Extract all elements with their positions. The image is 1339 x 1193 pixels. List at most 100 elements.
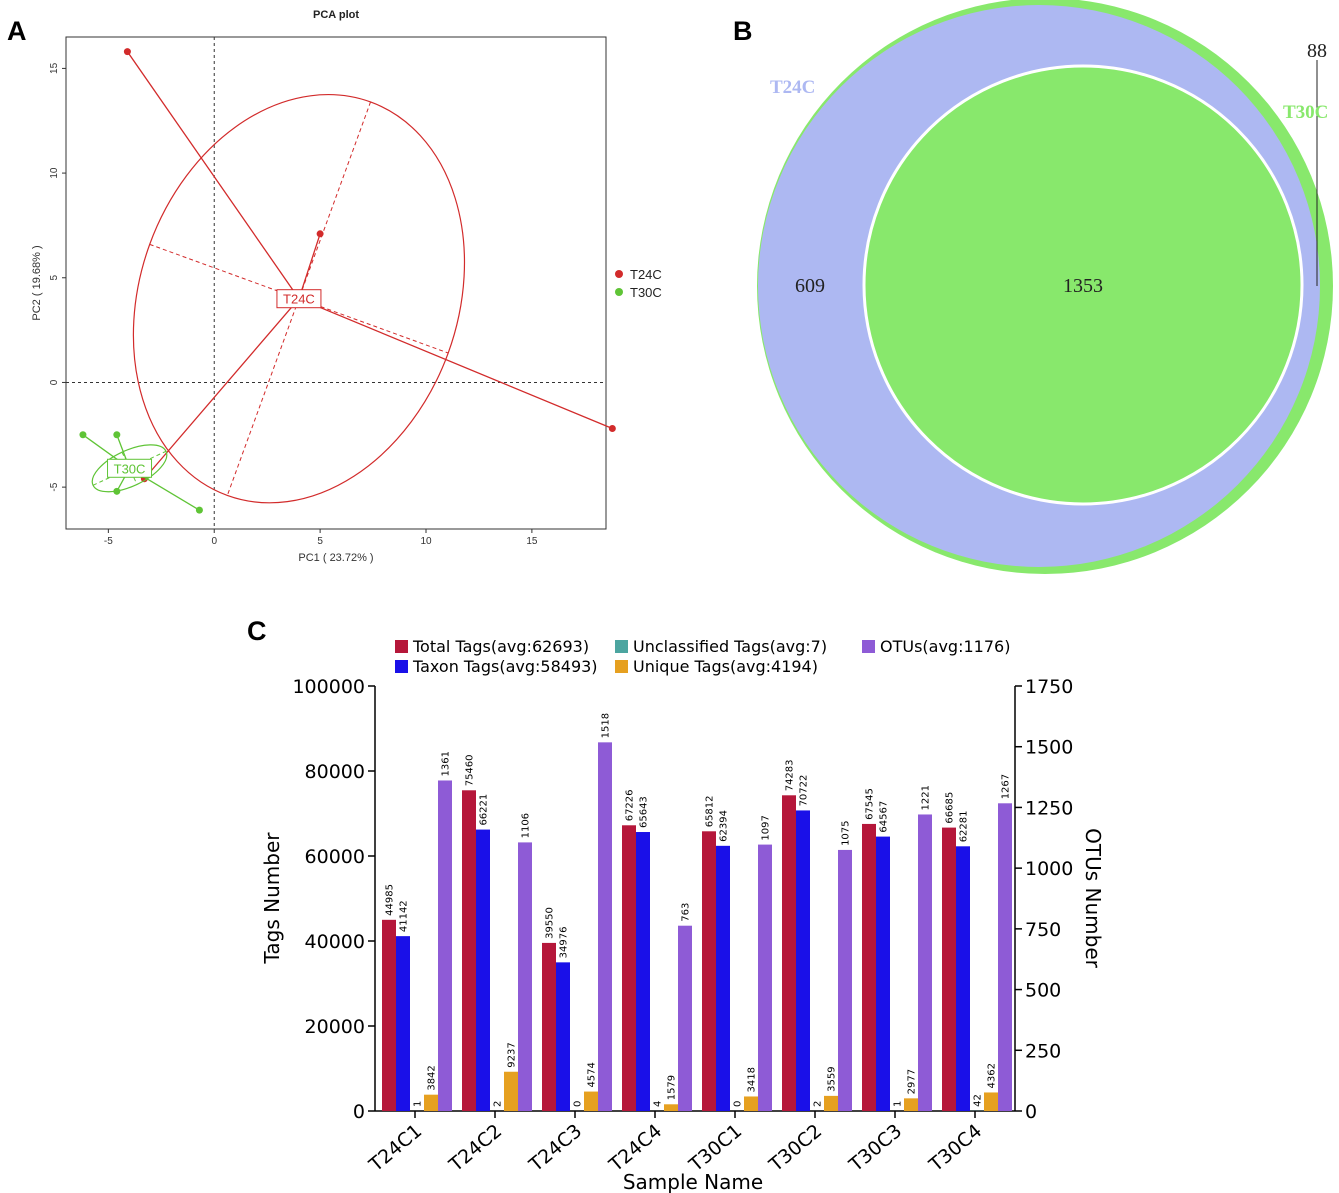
bar-value-label: 763 (681, 903, 692, 922)
pca-y-tick-label: 0 (49, 379, 60, 385)
bar-value-label: 2 (813, 1101, 824, 1107)
bar-value-label: 39550 (545, 907, 556, 939)
bar (862, 823, 876, 1111)
venn-label-t30c: T30C (1283, 102, 1328, 123)
bar (956, 846, 970, 1111)
pca-spoke-line (143, 298, 300, 480)
pca-point (113, 487, 121, 495)
bar-value-label: 41142 (399, 900, 410, 932)
pca-point (79, 431, 87, 439)
bar (542, 942, 556, 1111)
bar-value-label: 67545 (865, 788, 876, 820)
bar-value-label: 34976 (559, 927, 570, 959)
bar (598, 742, 612, 1111)
bar-y2-tick-label: 250 (1025, 1040, 1061, 1062)
venn-count-t24c-only: 609 (795, 275, 825, 297)
pca-y-tick-label: 15 (49, 62, 60, 74)
pca-x-tick-label: 0 (211, 536, 217, 547)
pca-y-tick-label: 5 (49, 275, 60, 281)
bar-value-label: 1518 (601, 713, 612, 738)
bar-value-label: 1221 (921, 785, 932, 810)
bar (838, 849, 852, 1111)
bar-value-label: 62394 (719, 810, 730, 842)
bar-value-label: 66221 (479, 794, 490, 826)
bar (382, 919, 396, 1111)
pca-spoke-line (298, 298, 613, 430)
bar (556, 962, 570, 1111)
bar-y-ticks-right: 0 250 500 750 1000 1250 1500 1750 (1015, 676, 1073, 1123)
bar (918, 814, 932, 1111)
pca-centroid-label: T30C (114, 461, 146, 476)
bar-x-ticks: T24C1 T24C2 T24C3 T24C4 T30C1 T30C2 T30C3 T30C4 (364, 1111, 986, 1177)
bar-value-label: 1097 (761, 815, 772, 840)
bar (782, 795, 796, 1111)
bar-legend-swatch (615, 640, 628, 653)
bar (744, 1096, 758, 1111)
bar-value-label: 67226 (625, 789, 636, 821)
bar-value-label: 4 (653, 1101, 664, 1107)
bar-x-tick-label: T24C4 (604, 1120, 666, 1177)
bar (584, 1091, 598, 1111)
bar-legend-swatch (395, 640, 408, 653)
pca-legend-label: T24C (630, 267, 662, 282)
bar-x-tick-label: T30C4 (924, 1120, 986, 1177)
pca-point (608, 425, 616, 433)
bar (796, 810, 810, 1111)
bar-value-label: 62281 (959, 810, 970, 842)
venn-label-t24c: T24C (770, 77, 815, 98)
pca-group-t24c: T24C (123, 48, 616, 504)
bar (636, 832, 650, 1111)
pca-point (316, 230, 324, 238)
bar-x-tick-label: T24C1 (364, 1120, 426, 1177)
pca-ellipse-axis (149, 243, 449, 354)
bar-value-label: 66685 (945, 792, 956, 824)
bar-legend-swatch (615, 660, 628, 673)
bar-x-tick-label: T30C3 (844, 1120, 906, 1177)
pca-y-axis-label: PC2 ( 19.68% ) (31, 245, 43, 320)
bar-y2-tick-label: 1250 (1025, 797, 1073, 819)
bar (876, 836, 890, 1111)
bar-x-tick-label: T24C2 (444, 1120, 506, 1177)
venn-count-t30c-only: 88 (1307, 40, 1327, 62)
bar (476, 829, 490, 1111)
pca-x-tick-label: 15 (526, 536, 538, 547)
panel-letter-c: C (247, 616, 267, 646)
bar-value-label: 0 (573, 1101, 584, 1107)
bar-value-label: 1579 (667, 1075, 678, 1100)
pca-group-t30c: T30C (79, 431, 203, 514)
bar-value-label: 2977 (907, 1069, 918, 1094)
bar (424, 1094, 438, 1111)
bar-value-label: 3559 (827, 1066, 838, 1091)
pca-frame (65, 36, 607, 530)
bar-legend-label: Unique Tags(avg:4194) (633, 657, 818, 676)
bar-y-ticks-left: 0 20000 40000 60000 80000 100000 (292, 676, 375, 1123)
bar-value-label: 65812 (705, 795, 716, 827)
bar (678, 925, 692, 1111)
pca-centroid-box (107, 458, 153, 478)
bar-value-label: 4362 (987, 1063, 998, 1088)
bar (396, 936, 410, 1111)
bar (758, 844, 772, 1111)
bar-legend-swatch (862, 640, 875, 653)
bar-value-label: 1 (413, 1101, 424, 1107)
pca-point (195, 506, 203, 514)
pca-x-tick-label: 10 (420, 536, 432, 547)
bar-y-tick-label: 80000 (305, 761, 365, 783)
bar-value-label: 65643 (639, 796, 650, 828)
bar-x-tick-label: T30C2 (764, 1120, 826, 1177)
bar-legend-label: OTUs(avg:1176) (880, 637, 1010, 656)
bar-y-tick-label: 60000 (305, 846, 365, 868)
bar-value-label: 0 (733, 1101, 744, 1107)
bar-y2-tick-label: 0 (1025, 1101, 1037, 1123)
bar-value-label: 3842 (427, 1065, 438, 1090)
bar-value-label: 1106 (521, 813, 532, 838)
pca-x-tick-label: 5 (317, 536, 323, 547)
bar-group-t30c1: 65812 62394 0 3418 1097 (702, 795, 772, 1111)
pca-groups: T24C T30C (79, 48, 616, 514)
